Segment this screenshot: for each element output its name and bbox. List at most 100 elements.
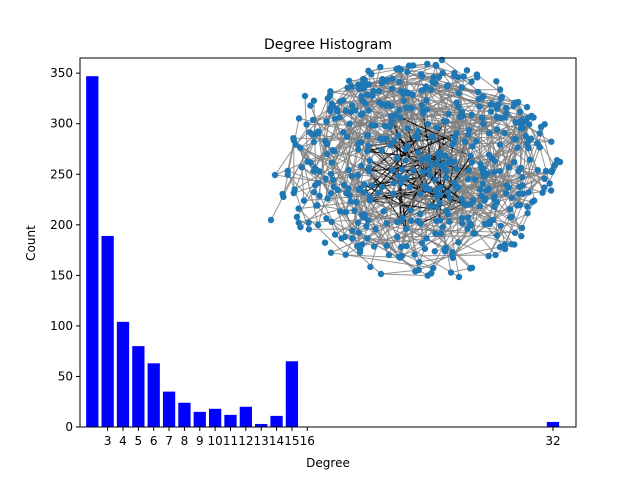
network-edge — [341, 196, 370, 239]
network-node — [464, 214, 472, 221]
network-node — [360, 84, 368, 92]
network-node — [475, 95, 482, 103]
network-node — [296, 144, 304, 151]
network-node — [467, 152, 474, 160]
network-node — [406, 183, 413, 191]
network-node — [514, 144, 521, 151]
network-edge — [539, 147, 551, 184]
network-node — [519, 182, 526, 189]
network-node — [485, 185, 493, 192]
network-node — [305, 219, 312, 226]
network-node — [493, 126, 501, 133]
network-node — [525, 189, 532, 196]
network-node — [314, 221, 322, 229]
network-node — [455, 239, 462, 246]
network-node — [379, 75, 386, 83]
network-edge — [467, 134, 476, 234]
bar — [239, 406, 252, 427]
network-node — [407, 206, 414, 214]
network-node — [414, 149, 422, 156]
network-node — [381, 122, 389, 130]
x-tick-label: 9 — [196, 434, 204, 448]
network-node — [527, 135, 535, 142]
network-edge — [406, 169, 446, 247]
bar — [285, 361, 299, 427]
network-node — [451, 133, 459, 141]
network-node — [422, 185, 429, 192]
network-node — [444, 189, 452, 196]
x-tick-label: 15 — [284, 434, 299, 448]
network-edge — [439, 202, 523, 229]
network-edge — [422, 97, 502, 111]
network-node — [345, 77, 353, 85]
network-node — [355, 186, 363, 194]
network-node — [432, 159, 440, 167]
chart-title: Degree Histogram — [264, 37, 392, 53]
y-axis-label: Count — [24, 225, 38, 261]
network-edge — [301, 167, 305, 201]
network-node — [547, 187, 555, 194]
network-node — [348, 172, 356, 180]
network-node — [290, 189, 298, 197]
bar — [116, 321, 130, 427]
network-node — [375, 87, 383, 95]
network-node — [316, 168, 323, 175]
network-node — [348, 83, 355, 90]
network-node — [493, 113, 501, 121]
network-node — [389, 75, 396, 82]
network-edge — [282, 118, 300, 197]
network-node — [424, 272, 431, 279]
network-node — [342, 107, 350, 114]
network-node — [333, 105, 340, 113]
network-node — [419, 168, 427, 176]
network-node — [460, 73, 467, 80]
network-node — [365, 168, 373, 175]
network-node — [437, 149, 444, 157]
network-node — [352, 198, 360, 206]
network-node — [462, 201, 470, 208]
network-node — [498, 93, 505, 101]
network-edge — [407, 146, 436, 234]
network-node — [421, 86, 428, 93]
network-node — [310, 97, 318, 104]
network-node — [365, 107, 372, 114]
network-node — [385, 251, 393, 259]
network-node — [486, 130, 493, 137]
network-node — [405, 62, 413, 69]
network-node — [352, 107, 359, 114]
bar — [255, 423, 268, 427]
y-tick-label: 250 — [50, 167, 73, 181]
network-node — [508, 213, 515, 220]
network-node — [442, 174, 449, 181]
network-node — [487, 108, 495, 115]
network-node — [366, 157, 373, 164]
network-node — [530, 114, 537, 121]
network-edge — [488, 185, 523, 257]
network-node — [400, 90, 407, 97]
network-node — [349, 235, 356, 242]
network-node — [403, 242, 410, 250]
network-node — [516, 108, 524, 116]
network-node — [365, 67, 372, 75]
network-node — [365, 81, 372, 88]
network-node — [417, 190, 424, 198]
network-node — [467, 222, 475, 229]
network-edge — [481, 97, 495, 197]
x-tick-label: 14 — [269, 434, 284, 448]
network-node — [473, 71, 481, 78]
network-node — [476, 202, 484, 210]
network-node — [365, 142, 372, 149]
network-node — [387, 141, 394, 149]
network-node — [412, 132, 419, 140]
network-node — [449, 248, 456, 256]
network-node — [496, 243, 504, 251]
network-node — [468, 111, 476, 119]
network-node — [314, 129, 321, 136]
network-node — [522, 132, 529, 140]
network-edge — [427, 123, 526, 137]
network-node — [395, 64, 403, 72]
network-edge — [401, 254, 496, 257]
network-node — [430, 133, 437, 141]
network-edge — [446, 86, 481, 190]
